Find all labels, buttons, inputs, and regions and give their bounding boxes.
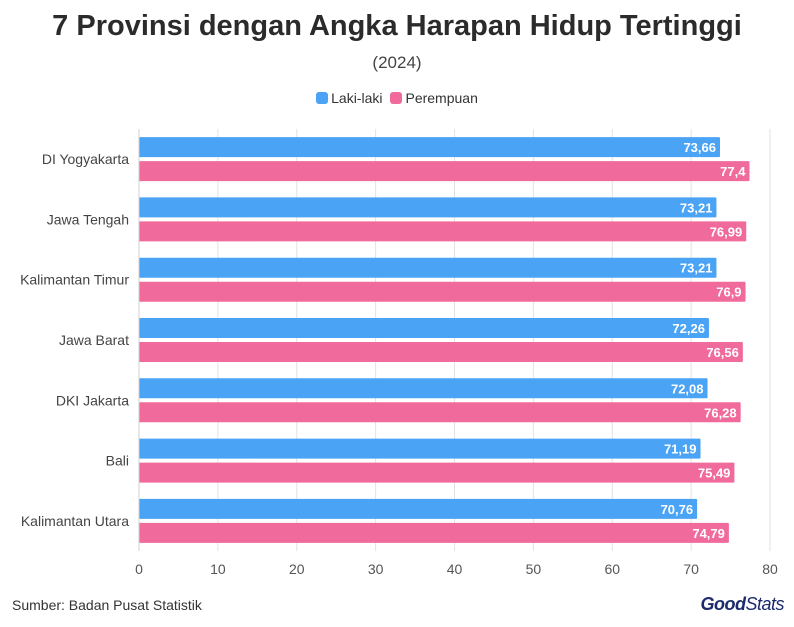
x-tick-label: 50 [526, 561, 542, 577]
chart-title: 7 Provinsi dengan Angka Harapan Hidup Te… [52, 10, 742, 42]
brand-logo: GoodStats [700, 594, 784, 615]
x-tick-label: 70 [683, 561, 699, 577]
data-label: 73,66 [683, 140, 716, 155]
x-tick-label: 80 [762, 561, 778, 577]
data-label: 76,9 [716, 285, 741, 300]
chart-subtitle: (2024) [372, 53, 422, 72]
category-label: Jawa Tengah [47, 211, 129, 227]
legend-swatch-perempuan [390, 92, 403, 104]
data-label: 71,19 [664, 442, 697, 457]
brand-main: Good [700, 594, 746, 614]
category-label: Bali [106, 453, 129, 469]
x-tick-label: 0 [135, 561, 143, 577]
category-label: Kalimantan Timur [20, 272, 129, 288]
data-label: 76,56 [706, 345, 739, 360]
bar-laki [139, 137, 720, 158]
bar-perempuan [139, 522, 729, 543]
x-tick-label: 40 [447, 561, 463, 577]
bar-perempuan [139, 402, 741, 423]
x-tick-label: 20 [289, 561, 305, 577]
bar-laki [139, 438, 701, 459]
category-label: DKI Jakarta [56, 392, 129, 408]
bar-perempuan [139, 462, 735, 483]
category-label: Kalimantan Utara [21, 513, 129, 529]
bar-laki [139, 257, 717, 278]
source-note: Sumber: Badan Pusat Statistik [12, 597, 202, 613]
data-label: 72,08 [671, 381, 704, 396]
legend-label-perempuan: Perempuan [405, 90, 478, 106]
data-label: 75,49 [698, 466, 731, 481]
data-label: 73,21 [680, 261, 713, 276]
x-tick-label: 30 [368, 561, 384, 577]
data-label: 72,26 [672, 321, 705, 336]
x-tick-label: 60 [604, 561, 620, 577]
legend-label-laki: Laki-laki [331, 90, 383, 106]
data-label: 73,21 [680, 200, 713, 215]
bar-perempuan [139, 342, 743, 362]
x-tick-label: 10 [210, 561, 226, 577]
bar-perempuan [139, 221, 747, 242]
legend-swatch-laki [316, 92, 329, 104]
bar-laki [139, 378, 708, 399]
legend-item-laki[interactable]: Laki-laki [316, 90, 382, 106]
data-label: 76,99 [710, 224, 743, 239]
bar-perempuan [139, 161, 750, 182]
data-label: 76,28 [704, 405, 737, 420]
bar-laki [139, 318, 709, 338]
data-label: 70,76 [661, 502, 694, 517]
brand-sub: Stats [745, 594, 784, 614]
legend-item-perempuan[interactable]: Perempuan [390, 90, 478, 106]
bar-laki [139, 498, 698, 519]
category-label: DI Yogyakarta [42, 151, 129, 167]
bar-perempuan [139, 281, 746, 302]
data-label: 74,79 [692, 526, 725, 541]
data-label: 77,4 [720, 164, 746, 179]
bar-laki [139, 197, 717, 218]
legend: Laki-laki Perempuan [0, 90, 794, 106]
category-label: Jawa Barat [59, 332, 129, 348]
